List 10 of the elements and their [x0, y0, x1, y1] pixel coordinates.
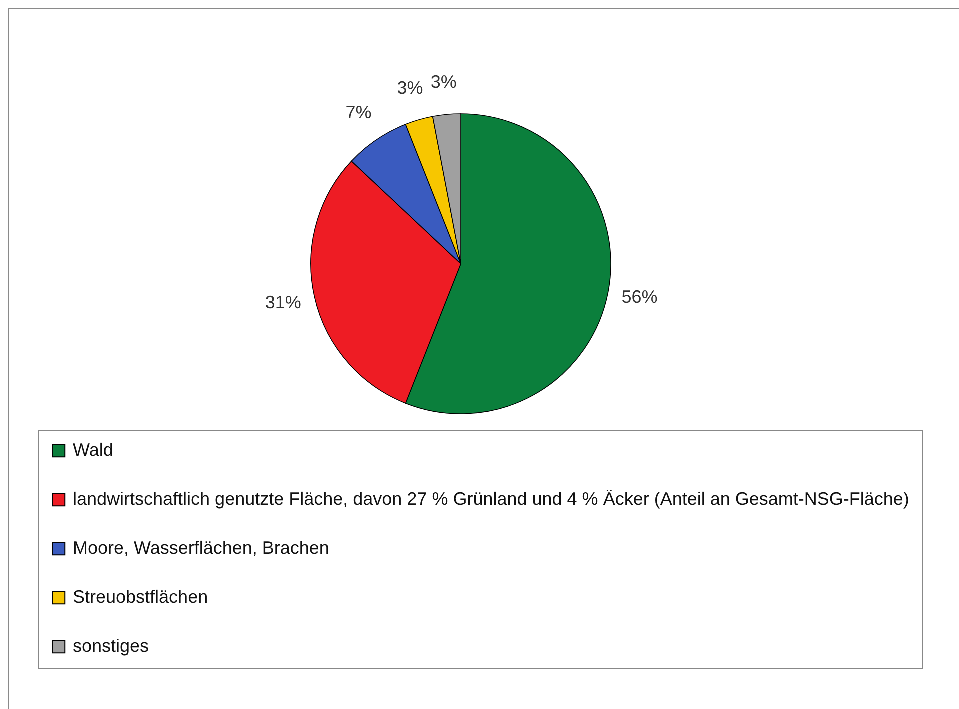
- legend-label: Streuobstflächen: [73, 587, 208, 607]
- legend-label: sonstiges: [73, 636, 150, 656]
- legend-label: Wald: [73, 440, 114, 460]
- data-label: 56%: [622, 287, 658, 308]
- data-label: 7%: [346, 102, 372, 122]
- data-label: 3%: [430, 72, 457, 92]
- legend-label: landwirtschaftlich genutzte Fläche, davon 27 % Grünland und 4 % Äcker (Anteil an Gesamt-NSG-Fläche): [73, 489, 910, 509]
- data-label: 31%: [265, 292, 302, 313]
- legend-label: Moore, Wasserflächen, Brachen: [73, 538, 330, 558]
- data-label: 3%: [397, 78, 424, 98]
